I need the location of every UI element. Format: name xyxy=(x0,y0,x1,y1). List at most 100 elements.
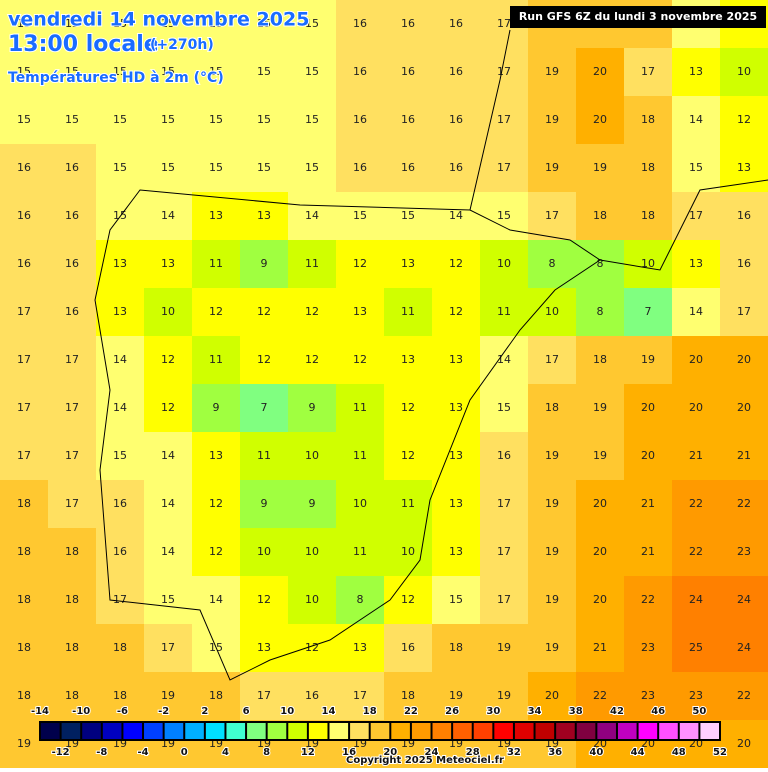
scale-label: 26 xyxy=(445,706,459,717)
temperature-cell xyxy=(144,144,193,193)
temperature-value: 17 xyxy=(17,401,31,414)
temperature-value: 12 xyxy=(209,497,223,510)
temperature-value: 17 xyxy=(545,353,559,366)
temperature-value: 17 xyxy=(65,497,79,510)
temperature-value: 20 xyxy=(737,353,751,366)
temperature-cell xyxy=(336,672,385,721)
temperature-cell xyxy=(672,672,721,721)
temperature-value: 16 xyxy=(449,113,463,126)
temperature-cell xyxy=(48,624,97,673)
temperature-value: 17 xyxy=(497,113,511,126)
temperature-cell xyxy=(0,48,49,97)
temperature-value: 22 xyxy=(593,689,607,702)
temperature-cell xyxy=(720,672,768,721)
temperature-value: 25 xyxy=(689,641,703,654)
scale-label: 46 xyxy=(651,706,665,717)
temperature-cell xyxy=(48,48,97,97)
temperature-value: 17 xyxy=(497,17,511,30)
temperature-cell xyxy=(480,96,529,145)
temperature-value: 8 xyxy=(549,257,556,270)
scale-label: 14 xyxy=(322,706,336,717)
temperature-value: 9 xyxy=(261,497,268,510)
temperature-cell xyxy=(48,144,97,193)
temperature-value: 11 xyxy=(497,305,511,318)
temperature-value: 10 xyxy=(401,545,415,558)
temperature-cell xyxy=(192,384,241,433)
temperature-cell xyxy=(336,0,385,49)
temperature-cell xyxy=(624,288,673,337)
temperature-value: 10 xyxy=(497,257,511,270)
temperature-cell xyxy=(672,336,721,385)
scale-label: 42 xyxy=(610,706,624,717)
temperature-value: 17 xyxy=(161,641,175,654)
temperature-cell xyxy=(384,48,433,97)
temperature-cell xyxy=(288,624,337,673)
temperature-cell xyxy=(336,96,385,145)
temperature-value: 16 xyxy=(113,545,127,558)
temperature-cell xyxy=(624,432,673,481)
temperature-cell xyxy=(0,480,49,529)
temperature-value: 13 xyxy=(209,449,223,462)
temperature-cell xyxy=(48,672,97,721)
temperature-cell xyxy=(48,480,97,529)
temperature-value: 18 xyxy=(65,593,79,606)
temperature-cell xyxy=(336,240,385,289)
temperature-cell xyxy=(96,528,145,577)
scale-box xyxy=(370,723,390,739)
temperature-cell xyxy=(432,384,481,433)
scale-label: 44 xyxy=(631,747,645,758)
scale-label: 24 xyxy=(425,747,439,758)
temperature-value: 15 xyxy=(209,113,223,126)
temperature-value: 16 xyxy=(113,497,127,510)
temperature-value: 20 xyxy=(593,113,607,126)
scale-label: -4 xyxy=(137,747,148,758)
temperature-cell xyxy=(144,96,193,145)
temperature-cell xyxy=(480,480,529,529)
temperature-value: 15 xyxy=(689,161,703,174)
temperature-value: 12 xyxy=(257,593,271,606)
temperature-value: 12 xyxy=(401,401,415,414)
scale-box xyxy=(679,723,699,739)
temperature-value: 9 xyxy=(309,401,316,414)
temperature-cell xyxy=(576,432,625,481)
temperature-cell xyxy=(576,192,625,241)
temperature-cell xyxy=(240,432,289,481)
temperature-value: 17 xyxy=(353,689,367,702)
temperature-cell xyxy=(528,144,577,193)
temperature-cell xyxy=(672,144,721,193)
temperature-value: 12 xyxy=(209,305,223,318)
temperature-value: 21 xyxy=(641,497,655,510)
temperature-cell xyxy=(480,528,529,577)
temperature-cell xyxy=(480,240,529,289)
temperature-cell xyxy=(288,432,337,481)
temperature-cell xyxy=(480,384,529,433)
temperature-cell xyxy=(432,144,481,193)
scale-box xyxy=(82,723,101,739)
temperature-value: 14 xyxy=(161,209,175,222)
temperature-cell xyxy=(336,432,385,481)
temperature-value: 12 xyxy=(305,353,319,366)
temperature-value: 15 xyxy=(257,113,271,126)
temperature-value: 16 xyxy=(449,65,463,78)
scale-box xyxy=(329,723,349,739)
temperature-cell xyxy=(480,576,529,625)
temperature-cell xyxy=(288,48,337,97)
temperature-cell xyxy=(480,144,529,193)
temperature-value: 21 xyxy=(737,449,751,462)
temperature-value: 18 xyxy=(17,689,31,702)
copyright: Copyright 2025 Meteociel.fr xyxy=(346,755,504,766)
temperature-cell xyxy=(336,192,385,241)
scale-label: 34 xyxy=(528,706,542,717)
temperature-value: 12 xyxy=(449,257,463,270)
temperature-value: 20 xyxy=(545,689,559,702)
temperature-value: 11 xyxy=(305,257,319,270)
temperature-cell xyxy=(144,432,193,481)
temperature-value: 17 xyxy=(497,593,511,606)
temperature-value: 10 xyxy=(257,545,271,558)
scale-box xyxy=(576,723,596,739)
temperature-value: 16 xyxy=(401,65,415,78)
temperature-value: 18 xyxy=(17,641,31,654)
temperature-value: 12 xyxy=(161,353,175,366)
temperature-value: 15 xyxy=(161,593,175,606)
temperature-value: 19 xyxy=(17,737,31,750)
